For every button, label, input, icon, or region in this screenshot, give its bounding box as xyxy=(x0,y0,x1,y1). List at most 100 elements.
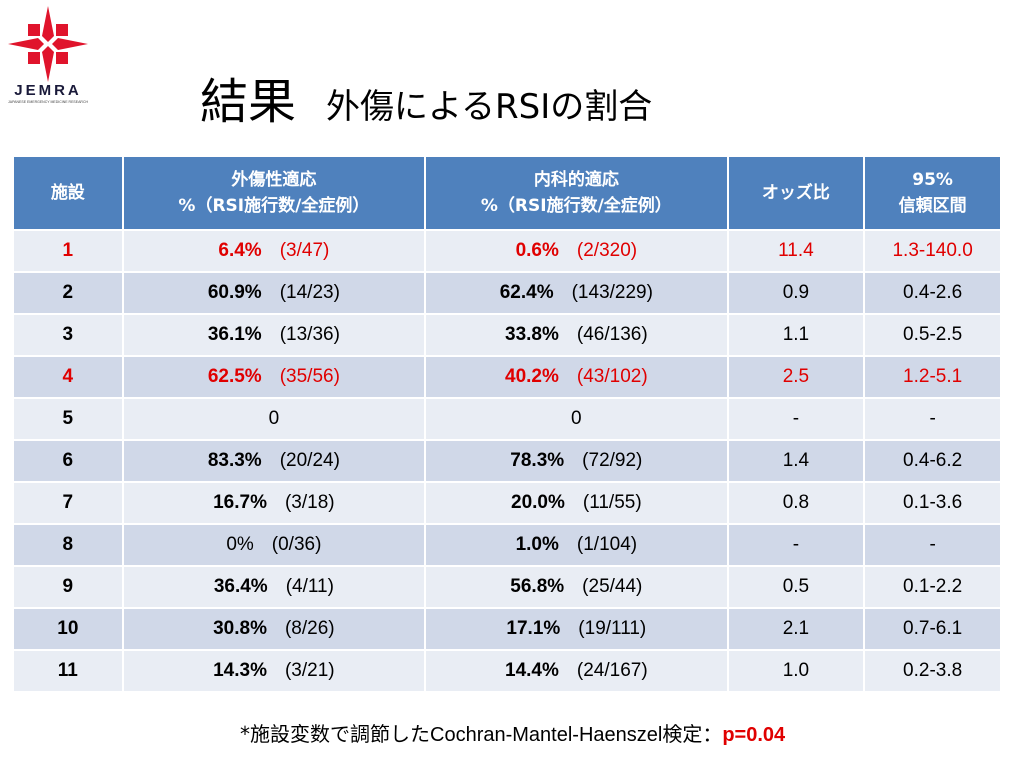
cell-medical: 56.8% (25/44) xyxy=(424,565,729,609)
cell-site: 2 xyxy=(12,271,124,315)
trauma-percent: 0% xyxy=(226,534,254,555)
cell-ci: 0.1-3.6 xyxy=(863,481,1002,525)
header-medical: 内科的適応 %（RSI施行数/全症例） xyxy=(424,155,729,231)
table-row: 3 36.1% (13/36) 33.8% (46/136) 1.1 0.5-2.5 xyxy=(12,313,1002,357)
cell-site: 9 xyxy=(12,565,124,609)
trauma-percent: 36.4% xyxy=(213,576,268,597)
cell-ci: 0.7-6.1 xyxy=(863,607,1002,651)
medical-percent: 78.3% xyxy=(510,450,565,471)
cell-ci: 1.3-140.0 xyxy=(863,229,1002,273)
table-row: 8 0% (0/36) 1.0% (1/104) - - xyxy=(12,523,1002,567)
table-header-row: 施設 外傷性適応 %（RSI施行数/全症例） 内科的適応 %（RSI施行数/全症… xyxy=(12,155,1002,231)
slide-title: 結果 外傷によるRSIの割合 xyxy=(200,62,652,132)
cell-medical: 78.3% (72/92) xyxy=(424,439,729,483)
medical-fraction: (43/102) xyxy=(576,366,648,387)
header-medical-line2: %（RSI施行数/全症例） xyxy=(480,196,672,216)
cell-odds: 1.1 xyxy=(726,313,866,357)
cell-trauma: 60.9% (14/23) xyxy=(121,271,427,315)
medical-percent: 0 xyxy=(571,408,582,429)
jemra-logo: JEMRA JAPANESE EMERGENCY MEDICINE RESEAR… xyxy=(8,6,88,108)
medical-fraction: (143/229) xyxy=(571,282,653,303)
header-ci-line1: 95% xyxy=(912,170,953,190)
trauma-percent: 0 xyxy=(268,408,280,429)
medical-percent: 1.0% xyxy=(515,534,559,555)
medical-cross-icon xyxy=(8,6,88,82)
cell-ci: - xyxy=(863,397,1002,441)
cell-odds: - xyxy=(726,397,866,441)
cell-medical: 33.8% (46/136) xyxy=(424,313,729,357)
trauma-fraction: (3/21) xyxy=(284,660,335,681)
header-medical-line1: 内科的適応 xyxy=(533,170,619,190)
medical-percent: 33.8% xyxy=(505,324,559,345)
trauma-percent: 83.3% xyxy=(207,450,262,471)
cell-site: 11 xyxy=(12,649,124,693)
cell-odds: 11.4 xyxy=(726,229,866,273)
header-ci-line2: 信頼区間 xyxy=(898,196,967,216)
trauma-percent: 16.7% xyxy=(213,492,267,513)
cell-site: 3 xyxy=(12,313,124,357)
trauma-fraction: (3/18) xyxy=(284,492,335,513)
title-main: 結果 xyxy=(200,74,297,130)
cell-ci: 0.5-2.5 xyxy=(863,313,1002,357)
title-sub: 外傷によるRSIの割合 xyxy=(326,87,653,127)
medical-fraction: (2/320) xyxy=(576,240,638,261)
cell-site: 10 xyxy=(12,607,124,651)
table-row: 10 30.8% (8/26) 17.1% (19/111) 2.1 0.7-6.1 xyxy=(12,607,1002,651)
cell-odds: - xyxy=(726,523,866,567)
medical-fraction: (19/111) xyxy=(578,618,647,639)
trauma-percent: 30.8% xyxy=(213,618,267,639)
medical-percent: 17.1% xyxy=(506,618,561,639)
cell-odds: 0.8 xyxy=(726,481,866,525)
cell-odds: 1.0 xyxy=(726,649,866,693)
cell-site: 6 xyxy=(12,439,124,483)
table-row: 2 60.9% (14/23) 62.4% (143/229) 0.9 0.4-2.6 xyxy=(12,271,1002,315)
medical-percent: 56.8% xyxy=(510,576,565,597)
cell-trauma: 0 xyxy=(121,397,427,441)
medical-fraction: (46/136) xyxy=(576,324,648,345)
cell-medical: 40.2% (43/102) xyxy=(424,355,729,399)
table-row: 7 16.7% (3/18) 20.0% (11/55) 0.8 0.1-3.6 xyxy=(12,481,1002,525)
table-row: 5 0 0 -- xyxy=(12,397,1002,441)
table-row: 4 62.5% (35/56) 40.2% (43/102) 2.5 1.2-5.1 xyxy=(12,355,1002,399)
cell-site: 1 xyxy=(12,229,124,273)
cell-site: 7 xyxy=(12,481,124,525)
logo-text: JEMRA xyxy=(14,82,82,99)
trauma-fraction: (4/11) xyxy=(285,576,334,597)
cell-ci: 0.1-2.2 xyxy=(863,565,1002,609)
cell-ci: 0.2-3.8 xyxy=(863,649,1002,693)
cell-ci: - xyxy=(863,523,1002,567)
trauma-fraction: (20/24) xyxy=(279,450,340,471)
cell-site: 5 xyxy=(12,397,124,441)
footnote-prefix: *施設変数で調節した xyxy=(240,722,430,746)
footnote: *施設変数で調節したCochran-Mantel-Haenszel検定：p=0.… xyxy=(240,718,785,747)
cell-trauma: 0% (0/36) xyxy=(121,523,427,567)
table-row: 11 14.3% (3/21) 14.4% (24/167) 1.0 0.2-3.8 xyxy=(12,649,1002,693)
cell-odds: 0.5 xyxy=(726,565,866,609)
cell-trauma: 16.7% (3/18) xyxy=(121,481,427,525)
logo-subtext: JAPANESE EMERGENCY MEDICINE RESEARCH ALL… xyxy=(8,100,88,104)
cell-trauma: 62.5% (35/56) xyxy=(121,355,427,399)
table-row: 9 36.4% (4/11) 56.8% (25/44) 0.5 0.1-2.2 xyxy=(12,565,1002,609)
medical-fraction: (11/55) xyxy=(582,492,642,513)
trauma-percent: 14.3% xyxy=(213,660,267,681)
medical-percent: 20.0% xyxy=(511,492,565,513)
results-table: 施設 外傷性適応 %（RSI施行数/全症例） 内科的適応 %（RSI施行数/全症… xyxy=(12,155,1002,693)
trauma-percent: 62.5% xyxy=(207,366,262,387)
header-trauma-line2: %（RSI施行数/全症例） xyxy=(178,196,370,216)
cell-trauma: 30.8% (8/26) xyxy=(121,607,427,651)
cell-medical: 17.1% (19/111) xyxy=(424,607,729,651)
header-ci: 95% 信頼区間 xyxy=(863,155,1002,231)
cell-trauma: 14.3% (3/21) xyxy=(121,649,427,693)
header-trauma: 外傷性適応 %（RSI施行数/全症例） xyxy=(121,155,427,231)
trauma-percent: 60.9% xyxy=(207,282,262,303)
cell-odds: 1.4 xyxy=(726,439,866,483)
cell-odds: 2.5 xyxy=(726,355,866,399)
cell-odds: 2.1 xyxy=(726,607,866,651)
footnote-method: Cochran-Mantel-Haenszel xyxy=(430,724,663,746)
header-trauma-line1: 外傷性適応 xyxy=(231,170,317,190)
cell-trauma: 36.1% (13/36) xyxy=(121,313,427,357)
table-row: 6 83.3% (20/24) 78.3% (72/92) 1.4 0.4-6.2 xyxy=(12,439,1002,483)
medical-fraction: (72/92) xyxy=(582,450,643,471)
header-odds: オッズ比 xyxy=(726,155,866,231)
cell-medical: 14.4% (24/167) xyxy=(424,649,729,693)
